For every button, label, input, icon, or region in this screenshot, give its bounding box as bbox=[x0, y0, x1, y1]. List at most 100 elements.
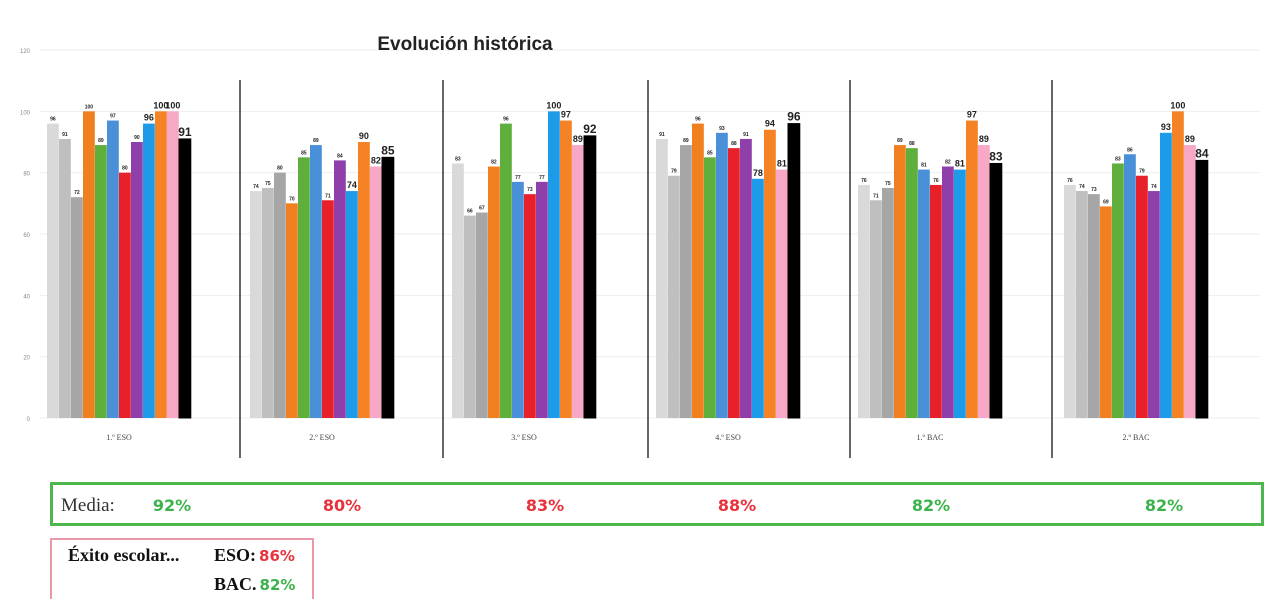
y-tick-label: 20 bbox=[23, 356, 30, 362]
bar bbox=[918, 169, 930, 418]
data-label: 96 bbox=[503, 117, 509, 123]
data-label: 89 bbox=[979, 134, 989, 144]
data-label: 96 bbox=[787, 110, 801, 124]
bar bbox=[262, 188, 274, 418]
bar bbox=[668, 175, 680, 418]
bar bbox=[1088, 194, 1100, 418]
data-label: 81 bbox=[921, 163, 927, 169]
bar bbox=[716, 132, 728, 419]
data-label: 74 bbox=[1079, 184, 1085, 190]
data-label: 97 bbox=[967, 110, 977, 120]
bar bbox=[1160, 132, 1172, 419]
bar bbox=[776, 169, 788, 418]
bar bbox=[346, 191, 358, 418]
bar bbox=[989, 162, 1003, 419]
bar bbox=[524, 194, 536, 418]
data-label: 80 bbox=[122, 166, 128, 172]
bar bbox=[692, 123, 704, 418]
data-label: 91 bbox=[743, 132, 749, 138]
exito-bac-label: BAC. bbox=[214, 574, 257, 594]
data-label: 96 bbox=[144, 113, 154, 123]
data-label: 76 bbox=[933, 178, 939, 184]
bar bbox=[83, 111, 95, 418]
data-label: 85 bbox=[707, 150, 713, 156]
data-label: 84 bbox=[337, 153, 343, 159]
y-tick-label: 40 bbox=[23, 294, 30, 300]
data-label: 93 bbox=[719, 126, 725, 132]
data-label: 83 bbox=[1115, 156, 1121, 162]
data-label: 89 bbox=[897, 138, 903, 144]
data-label: 91 bbox=[659, 132, 665, 138]
data-label: 80 bbox=[277, 166, 283, 172]
data-label: 75 bbox=[265, 181, 271, 187]
x-category-label: 3.º ESO bbox=[511, 433, 537, 442]
media-value-1eso: 92% bbox=[152, 496, 192, 515]
bar bbox=[1112, 163, 1124, 418]
bar bbox=[1064, 184, 1076, 418]
data-label: 83 bbox=[455, 156, 461, 162]
x-category-label: 1.º BAC bbox=[917, 433, 944, 442]
data-label: 90 bbox=[359, 131, 369, 141]
bar bbox=[322, 200, 334, 418]
bar bbox=[464, 215, 476, 418]
data-label: 96 bbox=[50, 117, 56, 123]
bar bbox=[59, 138, 71, 418]
bar bbox=[476, 212, 488, 418]
bar bbox=[1076, 191, 1088, 418]
bar bbox=[930, 184, 942, 418]
exito-eso-label: ESO: bbox=[214, 545, 257, 565]
bar bbox=[512, 181, 524, 418]
bar bbox=[155, 111, 167, 418]
bar bbox=[334, 160, 346, 418]
data-label: 81 bbox=[777, 159, 787, 169]
data-label: 71 bbox=[325, 193, 331, 199]
media-box: Media: 92% 80% 83% 88% 82% 82% bbox=[50, 482, 1264, 526]
data-label: 92 bbox=[583, 122, 597, 136]
exito-box: Éxito escolar... ESO: 86% BAC. 82% bbox=[50, 538, 314, 599]
bar bbox=[656, 138, 668, 418]
x-category-label: 4.º ESO bbox=[715, 433, 741, 442]
data-label: 84 bbox=[1195, 146, 1209, 160]
data-label: 85 bbox=[301, 150, 307, 156]
bar bbox=[47, 123, 59, 418]
bar bbox=[752, 178, 764, 418]
bar bbox=[358, 142, 370, 418]
bar bbox=[1148, 191, 1160, 418]
bar bbox=[548, 111, 560, 418]
data-label: 83 bbox=[989, 149, 1003, 163]
bar bbox=[764, 129, 776, 418]
bar bbox=[942, 166, 954, 418]
bar bbox=[894, 145, 906, 419]
bar bbox=[178, 138, 192, 419]
bar bbox=[500, 123, 512, 418]
data-label: 78 bbox=[753, 168, 763, 178]
data-label: 97 bbox=[561, 110, 571, 120]
data-label: 93 bbox=[1161, 122, 1171, 132]
exito-label: Éxito escolar... bbox=[68, 545, 180, 565]
data-label: 74 bbox=[1151, 184, 1157, 190]
data-label: 81 bbox=[955, 159, 965, 169]
data-label: 76 bbox=[1067, 178, 1073, 184]
data-label: 79 bbox=[1139, 169, 1145, 175]
bar bbox=[250, 191, 262, 418]
bar bbox=[107, 120, 119, 419]
bar bbox=[870, 200, 882, 418]
data-label: 96 bbox=[695, 117, 701, 123]
data-label: 100 bbox=[153, 100, 168, 110]
y-tick-label: 0 bbox=[27, 417, 31, 423]
bar bbox=[1184, 145, 1196, 419]
bar bbox=[298, 157, 310, 419]
bar bbox=[286, 203, 298, 418]
bar bbox=[1136, 175, 1148, 418]
data-label: 89 bbox=[313, 138, 319, 144]
data-label: 94 bbox=[765, 119, 775, 129]
bar bbox=[71, 197, 83, 418]
bar bbox=[1124, 154, 1136, 418]
bar bbox=[274, 172, 286, 418]
bar bbox=[370, 166, 382, 418]
data-label: 86 bbox=[1127, 147, 1133, 153]
bar bbox=[143, 123, 155, 418]
data-label: 71 bbox=[873, 193, 879, 199]
data-label: 100 bbox=[165, 100, 180, 110]
data-label: 85 bbox=[381, 143, 395, 157]
